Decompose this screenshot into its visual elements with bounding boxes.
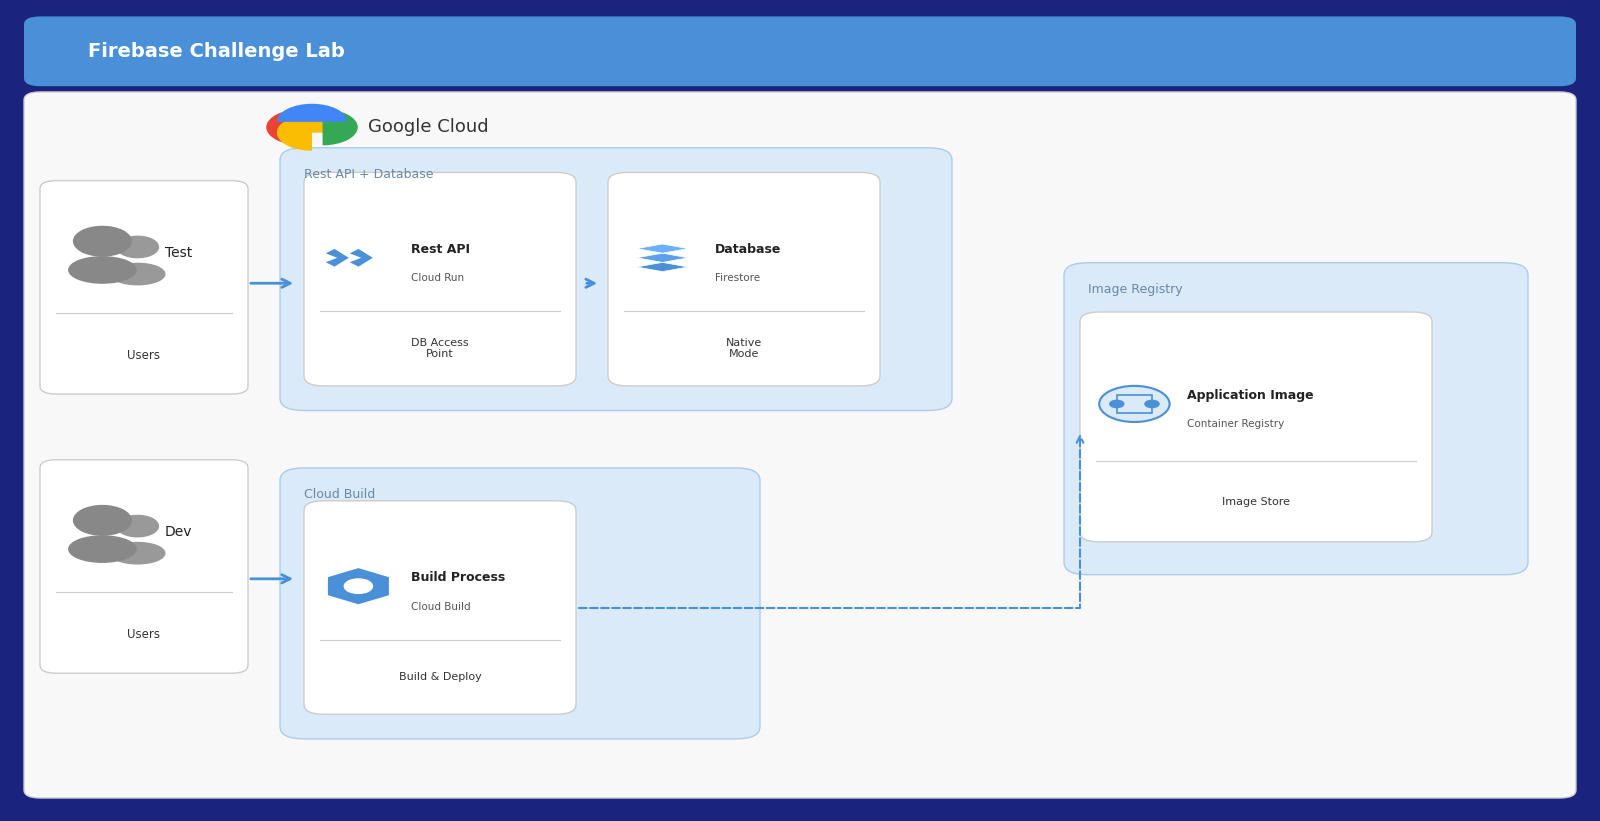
FancyBboxPatch shape (24, 92, 1576, 798)
Circle shape (117, 236, 158, 258)
FancyBboxPatch shape (304, 172, 576, 386)
Text: Cloud Build: Cloud Build (304, 488, 376, 502)
FancyBboxPatch shape (1080, 312, 1432, 542)
Text: Database: Database (715, 243, 781, 256)
Circle shape (1146, 401, 1158, 407)
Circle shape (117, 516, 158, 537)
Ellipse shape (69, 257, 136, 283)
Text: Build & Deploy: Build & Deploy (398, 672, 482, 682)
Text: DB Access
Point: DB Access Point (411, 337, 469, 360)
Text: Google Cloud: Google Cloud (368, 118, 488, 136)
Text: Users: Users (128, 628, 160, 641)
FancyArrowPatch shape (251, 575, 290, 583)
FancyBboxPatch shape (280, 148, 952, 410)
Text: Cloud Build: Cloud Build (411, 602, 470, 612)
Polygon shape (326, 249, 349, 267)
FancyBboxPatch shape (40, 181, 248, 394)
Text: Build Process: Build Process (411, 571, 506, 585)
Polygon shape (350, 249, 373, 267)
FancyBboxPatch shape (8, 16, 1592, 805)
FancyArrowPatch shape (586, 279, 594, 287)
FancyBboxPatch shape (40, 460, 248, 673)
Text: Rest API + Database: Rest API + Database (304, 168, 434, 181)
Text: Firebase Challenge Lab: Firebase Challenge Lab (88, 42, 344, 61)
Text: Application Image: Application Image (1187, 389, 1314, 402)
Wedge shape (266, 109, 301, 145)
Text: Rest API: Rest API (411, 243, 470, 256)
Polygon shape (328, 568, 389, 604)
Text: Native
Mode: Native Mode (726, 337, 762, 360)
Text: Cloud Run: Cloud Run (411, 273, 464, 283)
Ellipse shape (69, 536, 136, 562)
Wedge shape (277, 103, 347, 122)
Text: Dev: Dev (165, 525, 192, 539)
Circle shape (1110, 401, 1123, 407)
Wedge shape (323, 109, 358, 145)
Polygon shape (637, 253, 688, 263)
Wedge shape (277, 115, 347, 151)
Text: Users: Users (128, 349, 160, 362)
Circle shape (74, 227, 131, 256)
Polygon shape (637, 263, 688, 272)
Ellipse shape (110, 264, 165, 285)
Text: Image Store: Image Store (1222, 497, 1290, 507)
Text: Image Registry: Image Registry (1088, 283, 1182, 296)
Bar (1117, 395, 1152, 413)
Text: Firestore: Firestore (715, 273, 760, 283)
FancyBboxPatch shape (304, 501, 576, 714)
Text: Container Registry: Container Registry (1187, 420, 1285, 429)
FancyArrowPatch shape (251, 279, 290, 287)
Circle shape (344, 579, 373, 594)
Circle shape (1099, 386, 1170, 422)
Ellipse shape (110, 543, 165, 564)
FancyBboxPatch shape (1064, 263, 1528, 575)
Polygon shape (637, 244, 688, 253)
Circle shape (74, 506, 131, 535)
FancyBboxPatch shape (608, 172, 880, 386)
FancyBboxPatch shape (24, 16, 1576, 86)
Text: Test: Test (165, 246, 192, 260)
FancyBboxPatch shape (280, 468, 760, 739)
